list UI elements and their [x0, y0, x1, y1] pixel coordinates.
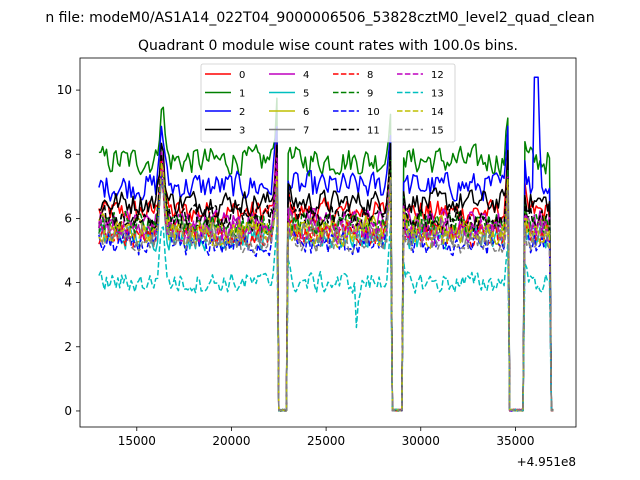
legend-label-2: 2: [239, 107, 245, 118]
axes-frame: [79, 57, 577, 428]
series-line-15: [98, 179, 554, 412]
legend-label-11: 11: [367, 126, 380, 137]
legend-label-1: 1: [239, 89, 245, 100]
series-line-11: [98, 147, 554, 412]
legend-label-15: 15: [431, 126, 444, 137]
legend-label-12: 12: [431, 70, 444, 81]
legend-label-14: 14: [431, 107, 444, 118]
series-line-13: [98, 223, 554, 412]
x-tick-label: 35000: [496, 434, 534, 448]
series-line-14: [98, 161, 554, 412]
chart-title: Quadrant 0 module wise count rates with …: [138, 38, 518, 54]
legend-label-10: 10: [367, 107, 380, 118]
series-line-0: [98, 136, 554, 412]
series-line-2: [98, 76, 554, 412]
y-tick-label: 0: [64, 404, 72, 418]
x-tick-label: 15000: [118, 434, 156, 448]
x-tick-label: 30000: [402, 434, 440, 448]
legend-label-9: 9: [367, 89, 373, 100]
legend-label-5: 5: [303, 89, 309, 100]
figure-suptitle: n file: modeM0/AS1A14_022T04_9000006506_…: [45, 10, 594, 26]
legend-label-4: 4: [303, 70, 309, 81]
legend-label-13: 13: [431, 89, 444, 100]
legend-label-0: 0: [239, 70, 245, 81]
y-tick-label: 6: [64, 211, 72, 225]
y-tick-label: 2: [64, 340, 72, 354]
x-tick-label: 25000: [307, 434, 345, 448]
legend-label-3: 3: [239, 126, 245, 137]
legend-label-7: 7: [303, 126, 309, 137]
legend-box: [200, 63, 456, 143]
legend-label-6: 6: [303, 107, 309, 118]
legend-label-8: 8: [367, 70, 373, 81]
x-axis: 15000 20000 25000 30000 35000: [118, 427, 535, 448]
series-line-1: [98, 97, 554, 412]
x-offset-text: +4.951e8: [517, 455, 576, 469]
y-axis: 0 2 4 6 8 10: [57, 83, 80, 418]
series-line-3: [98, 142, 554, 412]
y-tick-label: 8: [64, 147, 72, 161]
series-line-9: [98, 158, 554, 412]
y-tick-label: 10: [57, 83, 72, 97]
y-tick-label: 4: [64, 276, 72, 290]
x-tick-label: 20000: [212, 434, 250, 448]
series-layer: [98, 76, 554, 412]
